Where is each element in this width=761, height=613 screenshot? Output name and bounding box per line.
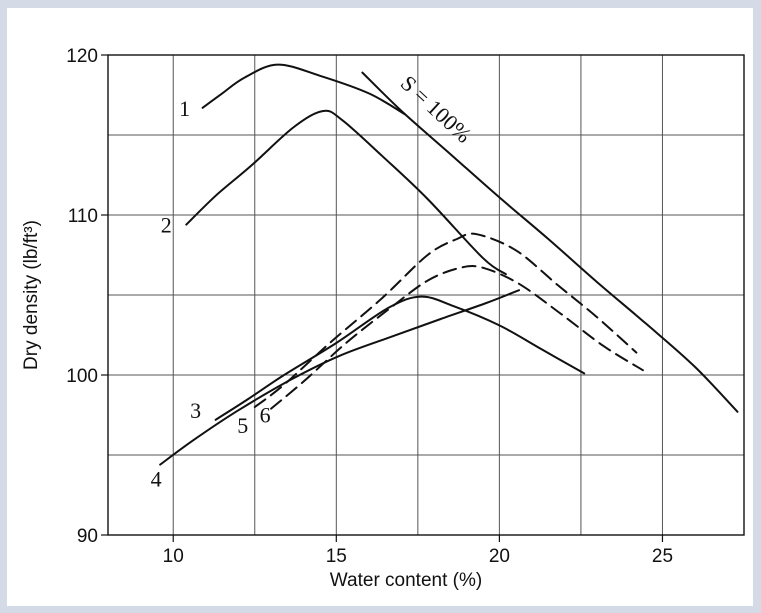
saturation-line [361, 71, 739, 413]
curve-5 [253, 232, 638, 408]
curve-label-4: 4 [151, 467, 162, 492]
curve-2 [185, 109, 507, 276]
curve-4 [159, 289, 520, 466]
y-tick-label: 100 [66, 366, 98, 387]
y-tick-label: 120 [66, 46, 98, 67]
curve-label-6: 6 [260, 403, 271, 428]
curve-6 [270, 265, 644, 410]
y-tick-label: 90 [77, 526, 98, 547]
curve-label-1: 1 [179, 96, 190, 121]
y-tick-label: 110 [68, 206, 98, 227]
curve-1 [201, 63, 406, 116]
x-tick-label: 25 [652, 546, 673, 567]
saturation-label: S = 100% [396, 70, 477, 147]
y-axis-label: Dry density (lb/ft³) [21, 220, 42, 370]
curve-label-5: 5 [237, 413, 248, 438]
curve-label-3: 3 [190, 398, 201, 423]
curve-label-2: 2 [161, 213, 172, 238]
x-tick-label: 20 [489, 546, 510, 567]
plot-border [107, 54, 745, 536]
chart-frame: 10 15 20 25 90 100 110 120 Water content (%) Dry … [7, 8, 753, 606]
x-axis-label: Water content (%) [330, 570, 482, 591]
x-tick-label: 15 [326, 546, 347, 567]
curve-3 [214, 295, 586, 421]
x-tick-label: 10 [163, 546, 184, 567]
